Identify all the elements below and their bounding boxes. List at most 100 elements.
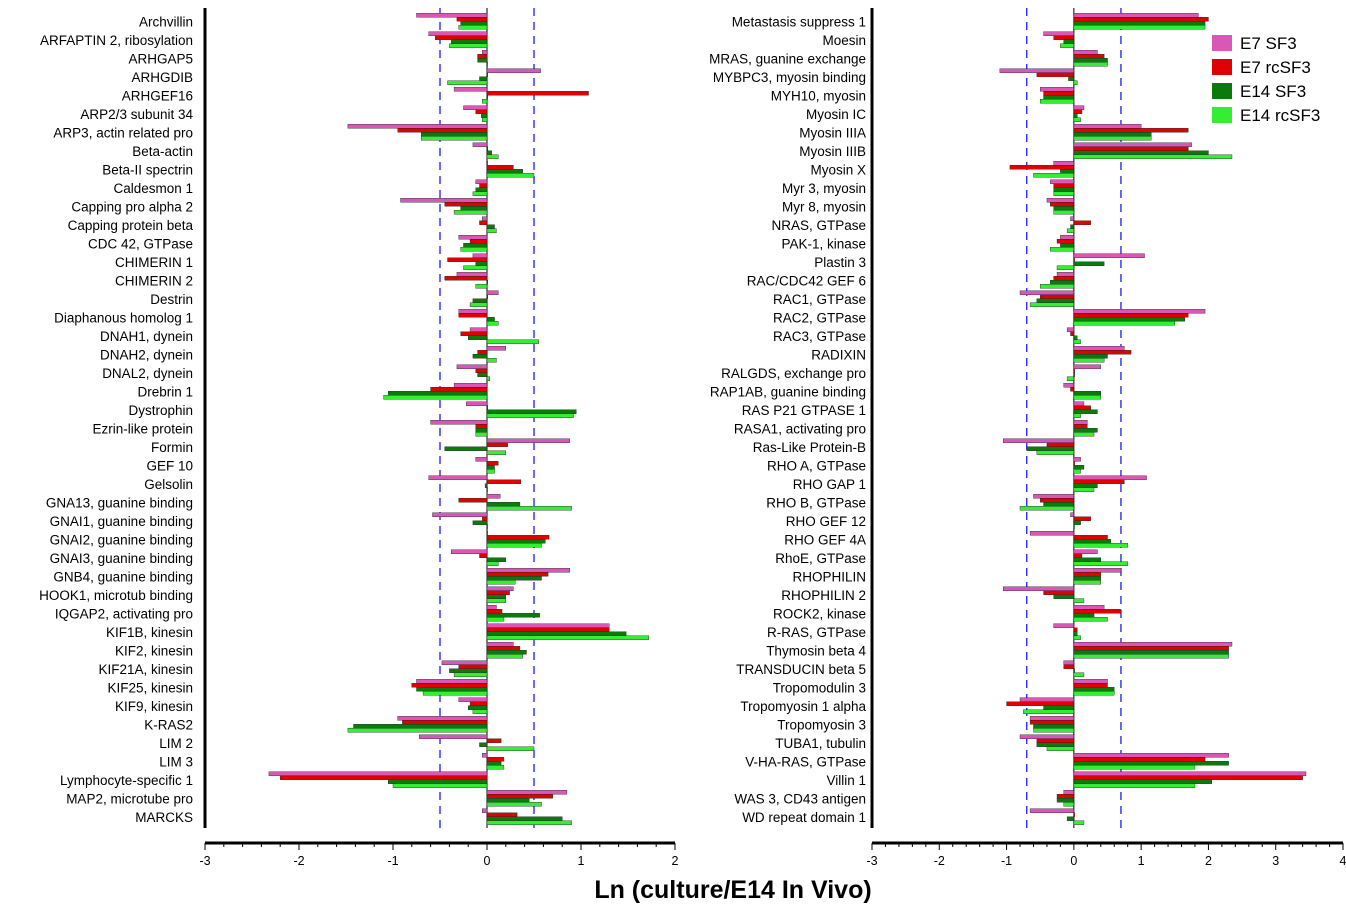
bar	[469, 327, 488, 332]
bar	[1073, 113, 1078, 118]
bar	[486, 557, 506, 562]
bar	[1073, 346, 1125, 351]
category-label: ARHGAP5	[128, 51, 193, 66]
bar	[475, 457, 488, 462]
bar	[1073, 642, 1233, 647]
bar	[486, 465, 495, 470]
bar	[1073, 753, 1229, 758]
bar	[1073, 17, 1209, 22]
bar	[479, 742, 488, 747]
bar	[458, 697, 488, 702]
bar	[1033, 494, 1075, 499]
category-label: Drebrin 1	[137, 384, 193, 399]
category-label: Tropomyosin 3	[777, 717, 866, 732]
left-panel: Archvillin ARFAPTIN 2, ribosylation ARHGAP…	[39, 8, 679, 868]
bar	[1053, 594, 1075, 599]
legend-swatch	[1212, 83, 1232, 99]
category-label: DNAL2, dynein	[102, 366, 193, 381]
bar	[1073, 317, 1186, 322]
bar	[486, 531, 489, 536]
category-label: V-HA-RAS, GTPase	[745, 754, 866, 769]
x-axis-title: Ln (culture/E14 In Vivo)	[594, 876, 871, 904]
bar	[481, 113, 488, 118]
bar	[486, 617, 505, 622]
bar	[460, 206, 488, 211]
bar	[475, 428, 488, 433]
bar	[1073, 253, 1145, 258]
bar	[486, 635, 649, 640]
category-label: R-RAS, GTPase	[767, 625, 866, 640]
category-label: Beta-actin	[132, 144, 193, 159]
category-label: Plastin 3	[814, 255, 866, 270]
bar	[1070, 216, 1075, 221]
bar	[1073, 54, 1105, 59]
bar	[1063, 802, 1075, 807]
bar	[477, 350, 488, 355]
bar	[430, 387, 488, 392]
bar	[1056, 272, 1075, 277]
bar	[486, 613, 540, 618]
x-tick-label: -3	[199, 854, 210, 868]
bar	[1073, 150, 1209, 155]
bar	[1073, 401, 1085, 406]
bar	[475, 109, 488, 114]
category-label: KIF9, kinesin	[115, 699, 193, 714]
bar	[456, 272, 488, 277]
bar	[280, 775, 488, 780]
category-label: RHOPHILIN	[792, 569, 866, 584]
bar	[486, 627, 610, 632]
bar	[1040, 99, 1075, 104]
bar	[1073, 420, 1088, 425]
bar	[1073, 539, 1112, 544]
category-label: CDC 42, GTPase	[88, 236, 193, 251]
bar	[486, 450, 506, 455]
bar	[1073, 154, 1233, 159]
category-label: CHIMERIN 2	[115, 273, 193, 288]
bar	[1073, 354, 1108, 359]
category-label: Capping pro alpha 2	[71, 199, 193, 214]
bar	[1003, 586, 1075, 591]
category-label: RAP1AB, guanine binding	[710, 384, 866, 399]
bar	[1019, 506, 1075, 511]
bar	[1050, 280, 1075, 285]
bar	[477, 58, 488, 63]
bar	[1063, 383, 1075, 388]
bar	[453, 210, 488, 215]
bar	[1073, 58, 1108, 63]
bar	[1053, 206, 1075, 211]
bar	[1073, 580, 1101, 585]
bar	[472, 298, 488, 303]
category-label: Tropomodulin 3	[773, 680, 866, 695]
bar	[1073, 220, 1091, 225]
bar	[1073, 395, 1101, 400]
bar	[444, 446, 488, 451]
bar	[458, 498, 488, 503]
category-label: RAC2, GTPase	[773, 310, 866, 325]
bar	[486, 294, 489, 299]
category-label: HOOK1, microtub binding	[39, 588, 193, 603]
bar	[453, 383, 488, 388]
bar	[1073, 617, 1108, 622]
bar	[486, 535, 550, 540]
bar	[486, 413, 574, 418]
bar	[1073, 335, 1078, 340]
bar	[486, 506, 572, 511]
bar	[1073, 117, 1081, 122]
bar	[486, 605, 497, 610]
bar	[447, 80, 488, 85]
bar	[468, 335, 488, 340]
bar	[447, 257, 488, 262]
bar	[1009, 165, 1075, 170]
x-tick-label: -1	[1001, 854, 1012, 868]
bar	[486, 802, 542, 807]
category-label: GEF 10	[146, 458, 193, 473]
bar	[486, 642, 514, 647]
bar	[1073, 364, 1101, 369]
bar	[486, 650, 527, 655]
bar	[1073, 516, 1091, 521]
bar	[460, 21, 488, 26]
category-label: Lymphocyte-specific 1	[60, 773, 193, 788]
category-label: CHIMERIN 1	[115, 255, 193, 270]
category-label: ARP2/3 subunit 34	[80, 107, 193, 122]
